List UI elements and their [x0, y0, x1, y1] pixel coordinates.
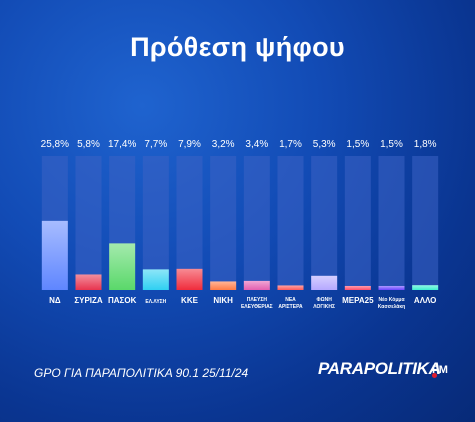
bar-track [412, 156, 439, 290]
source-note: GPO ΓΙΑ ΠΑΡΑΠΟΛΙΤΙΚΑ 90.1 25/11/24 [34, 366, 249, 380]
category-label: ΜΕΡΑ25 [342, 296, 374, 305]
value-label: 25,8% [41, 139, 69, 150]
value-label: 1,7% [279, 139, 302, 150]
bar-track [277, 156, 304, 290]
value-label: 3,4% [245, 139, 268, 150]
value-label: 7,7% [144, 139, 167, 150]
bar-track [176, 156, 203, 290]
category-label: ΑΛΛΟ [414, 296, 436, 305]
bar [344, 285, 371, 290]
bar-track [75, 156, 102, 290]
bar-track [243, 156, 270, 290]
category-label: ΝΕΑ ΑΡΙΣΤΕΡΑ [278, 297, 303, 310]
bar [412, 285, 439, 290]
chart-title: Πρόθεση ψήφου [130, 32, 345, 62]
value-label: 1,8% [414, 139, 437, 150]
value-label: 1,5% [346, 139, 369, 150]
bar [109, 243, 136, 290]
value-label: 5,8% [77, 139, 100, 150]
value-label: 1,5% [380, 139, 403, 150]
bar [311, 275, 338, 290]
category-label: ΝΔ [49, 296, 61, 305]
brand-dot-icon [432, 373, 437, 378]
bar [210, 281, 237, 290]
bar [176, 268, 203, 290]
category-label: ΣΥΡΙΖΑ [74, 296, 103, 305]
value-label: 17,4% [108, 139, 136, 150]
bar [75, 274, 102, 290]
category-label: ΠΛΕΥΣΗ ΕΛΕΥΘΕΡΙΑΣ [241, 297, 273, 310]
value-label: 3,2% [212, 139, 235, 150]
category-label: ΚΚΕ [181, 296, 199, 305]
category-label: ΕΛ.ΛΥΣΗ [145, 299, 166, 305]
value-label: 5,3% [313, 139, 336, 150]
bar [41, 220, 68, 290]
bar [378, 285, 405, 290]
category-label: ΝΙΚΗ [213, 296, 233, 305]
category-label: ΦΩΝΗ ΛΟΓΙΚΗΣ [313, 297, 335, 310]
bar-track [344, 156, 371, 290]
brand-logo: PARAPOLITIKA [318, 359, 441, 378]
bar [277, 285, 304, 290]
bar-track [378, 156, 405, 290]
bar-track [311, 156, 338, 290]
bar [142, 269, 169, 290]
category-label: Νέο Κόμμα Κασσελάκη [378, 297, 406, 310]
bar [243, 280, 270, 290]
category-label: ΠΑΣΟΚ [108, 296, 137, 305]
bar-track [142, 156, 169, 290]
bar-track [210, 156, 237, 290]
value-label: 7,9% [178, 139, 201, 150]
